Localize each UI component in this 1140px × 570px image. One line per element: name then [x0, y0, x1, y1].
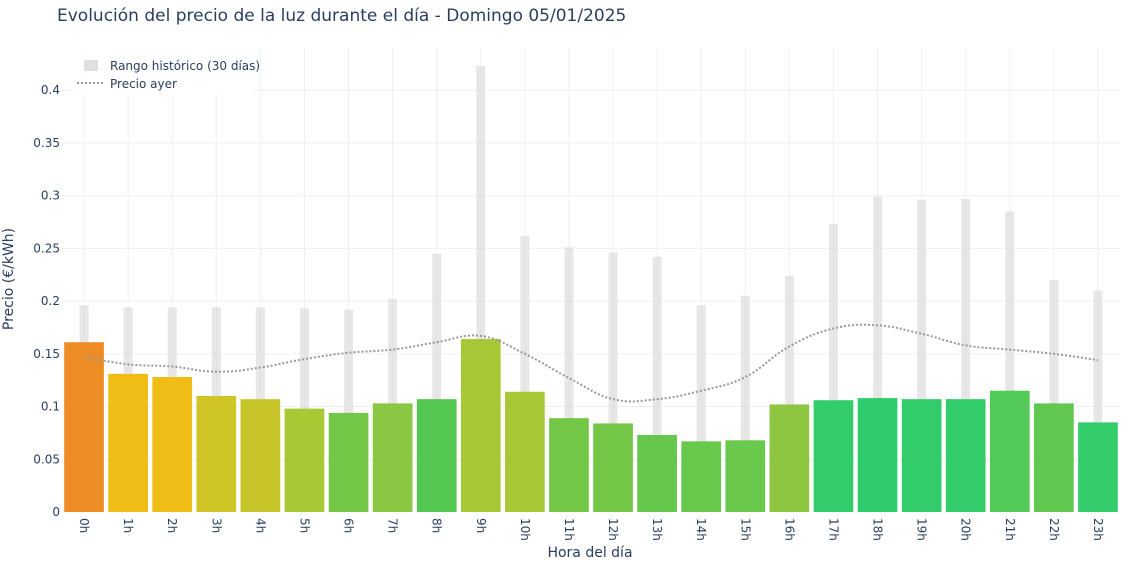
x-tick-label: 23h	[1091, 518, 1105, 541]
historical-range-bar	[388, 298, 398, 438]
x-tick-label: 2h	[165, 518, 179, 533]
legend-background	[74, 50, 252, 94]
x-tick-label: 5h	[297, 518, 311, 533]
price-bar	[1034, 403, 1074, 512]
x-tick-label: 3h	[209, 518, 223, 533]
historical-range-bar	[917, 199, 927, 411]
axis-layer: 0 0.05 0.1 0.15 0.2 0.25 0.3 0.35 0.4 0h 1h 2h 3h 4h 5…	[33, 83, 1105, 541]
price-bar	[857, 398, 898, 512]
x-tick-label: 20h	[959, 518, 973, 541]
price-bar	[460, 339, 501, 512]
x-tick-label: 19h	[915, 518, 929, 541]
historical-range-bar	[1005, 211, 1015, 408]
yesterday-price-line	[83, 323, 1099, 403]
x-tick-label: 4h	[253, 518, 267, 533]
price-bar	[196, 396, 237, 512]
y-tick-label: 0.2	[41, 294, 60, 308]
historical-range-bar	[476, 65, 486, 433]
price-bar	[416, 399, 457, 512]
price-bar	[1078, 422, 1118, 512]
price-bar	[240, 399, 281, 512]
historical-range-bar	[873, 196, 883, 413]
legend[interactable]: Rango histórico (30 días) Precio ayer	[74, 50, 260, 94]
x-tick-label: 14h	[694, 518, 708, 541]
x-tick-label: 15h	[738, 518, 752, 541]
historical-range-bar	[696, 305, 706, 468]
historical-range-bar	[255, 307, 265, 461]
historical-range-bar	[608, 252, 618, 465]
y-tick-label: 0	[52, 505, 60, 519]
x-tick-label: 11h	[562, 518, 576, 541]
historical-range-bar	[961, 198, 971, 410]
x-tick-label: 9h	[474, 518, 488, 533]
price-bar	[372, 403, 413, 512]
y-tick-label: 0.1	[41, 400, 60, 414]
y-tick-label: 0.15	[33, 347, 60, 361]
historical-range-bar	[211, 307, 221, 459]
historical-range-bar	[299, 308, 309, 450]
price-bar	[152, 377, 193, 512]
y-tick-label: 0.35	[33, 136, 60, 150]
x-tick-label: 18h	[871, 518, 885, 541]
x-tick-label: 8h	[430, 518, 444, 533]
x-tick-label: 0h	[77, 518, 91, 533]
price-bar	[769, 404, 810, 512]
x-tick-label: 10h	[518, 518, 532, 541]
x-tick-label: 16h	[782, 518, 796, 541]
chart-title: Evolución del precio de la luz durante e…	[57, 6, 627, 26]
x-axis-title: Hora del día	[547, 545, 632, 561]
price-bar	[637, 435, 677, 512]
price-bar	[64, 342, 104, 512]
x-tick-label: 22h	[1047, 518, 1061, 541]
y-axis-title: Precio (€/kWh)	[1, 228, 17, 330]
bar-layer	[64, 339, 1118, 512]
x-tick-label: 1h	[121, 518, 135, 533]
price-bar	[284, 408, 325, 512]
price-bar	[725, 440, 766, 512]
price-bar	[813, 400, 854, 512]
x-tick-label: 13h	[650, 518, 664, 541]
x-tick-label: 6h	[342, 518, 356, 533]
x-tick-label: 12h	[606, 518, 620, 541]
x-tick-label: 17h	[826, 518, 840, 541]
historical-range-bar	[432, 253, 442, 418]
y-tick-label: 0.3	[41, 189, 60, 203]
historical-range-bar	[784, 275, 794, 447]
price-bar	[945, 399, 986, 512]
price-bar	[681, 441, 722, 512]
x-tick-label: 7h	[386, 518, 400, 533]
historical-range-layer	[79, 65, 1103, 483]
y-tick-label: 0.25	[33, 241, 60, 255]
historical-range-bar	[520, 235, 530, 457]
historical-range-bar	[740, 295, 750, 483]
price-bar	[549, 418, 589, 512]
price-bar	[328, 412, 369, 512]
legend-swatch-range	[84, 60, 98, 71]
price-bar	[505, 391, 545, 512]
price-bar	[989, 390, 1030, 512]
historical-range-bar	[1049, 280, 1059, 414]
y-tick-label: 0.4	[41, 83, 60, 97]
historical-range-bar	[652, 256, 662, 463]
price-bar	[901, 399, 942, 512]
legend-label-line: Precio ayer	[110, 77, 177, 91]
y-tick-label: 0.05	[33, 452, 60, 466]
historical-range-bar	[344, 309, 354, 440]
price-bar	[593, 423, 633, 512]
x-tick-label: 21h	[1003, 518, 1017, 541]
historical-range-bar	[828, 224, 838, 418]
historical-range-bar	[564, 247, 574, 464]
legend-label-range: Rango histórico (30 días)	[110, 59, 260, 73]
price-bar	[108, 373, 148, 512]
yesterday-line-layer	[83, 323, 1099, 403]
